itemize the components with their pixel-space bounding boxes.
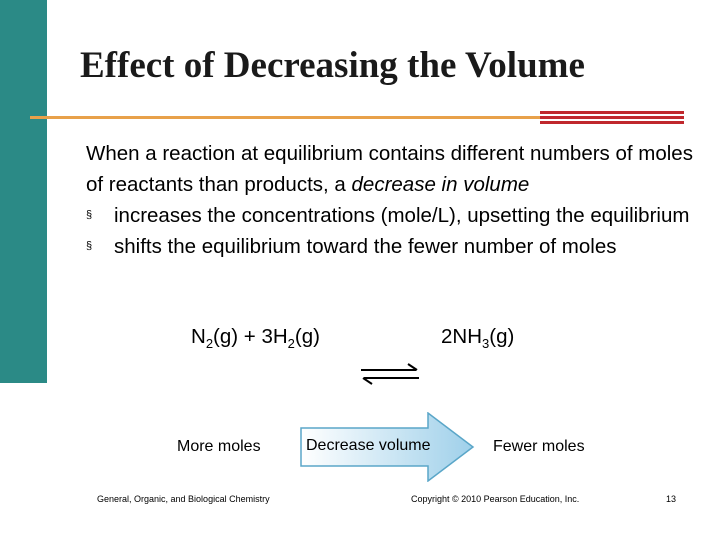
bullet-item: § increases the concentrations (mole/L),… bbox=[86, 200, 706, 231]
more-moles-label: More moles bbox=[177, 438, 261, 455]
slide-body: When a reaction at equilibrium contains … bbox=[86, 138, 706, 262]
bullet-icon: § bbox=[86, 209, 93, 221]
fewer-moles-label: Fewer moles bbox=[493, 438, 585, 455]
bullet-icon: § bbox=[86, 240, 93, 252]
equation-reactants: N2(g) + 3H2(g) bbox=[191, 325, 320, 352]
title-underline bbox=[30, 116, 540, 119]
equation-products: 2NH3(g) bbox=[441, 325, 515, 352]
footer-course: General, Organic, and Biological Chemist… bbox=[97, 494, 270, 504]
decrease-volume-arrow-icon bbox=[300, 412, 475, 482]
slide-title: Effect of Decreasing the Volume bbox=[80, 45, 585, 86]
footer-copyright: Copyright © 2010 Pearson Education, Inc. bbox=[411, 494, 580, 504]
bullet-text: increases the concentrations (mole/L), u… bbox=[114, 204, 690, 227]
page-number: 13 bbox=[666, 494, 677, 504]
decrease-volume-label: Decrease volume bbox=[306, 437, 431, 454]
equilibrium-arrows-icon bbox=[361, 363, 419, 385]
intro-italic: decrease in volume bbox=[351, 173, 530, 196]
side-accent-bar bbox=[0, 0, 47, 383]
intro-text: When a reaction at equilibrium contains … bbox=[86, 142, 693, 196]
intro-paragraph: When a reaction at equilibrium contains … bbox=[86, 138, 706, 200]
bullet-item: § shifts the equilibrium toward the fewe… bbox=[86, 231, 706, 262]
accent-stripes bbox=[540, 111, 684, 126]
bullet-text: shifts the equilibrium toward the fewer … bbox=[114, 235, 617, 258]
